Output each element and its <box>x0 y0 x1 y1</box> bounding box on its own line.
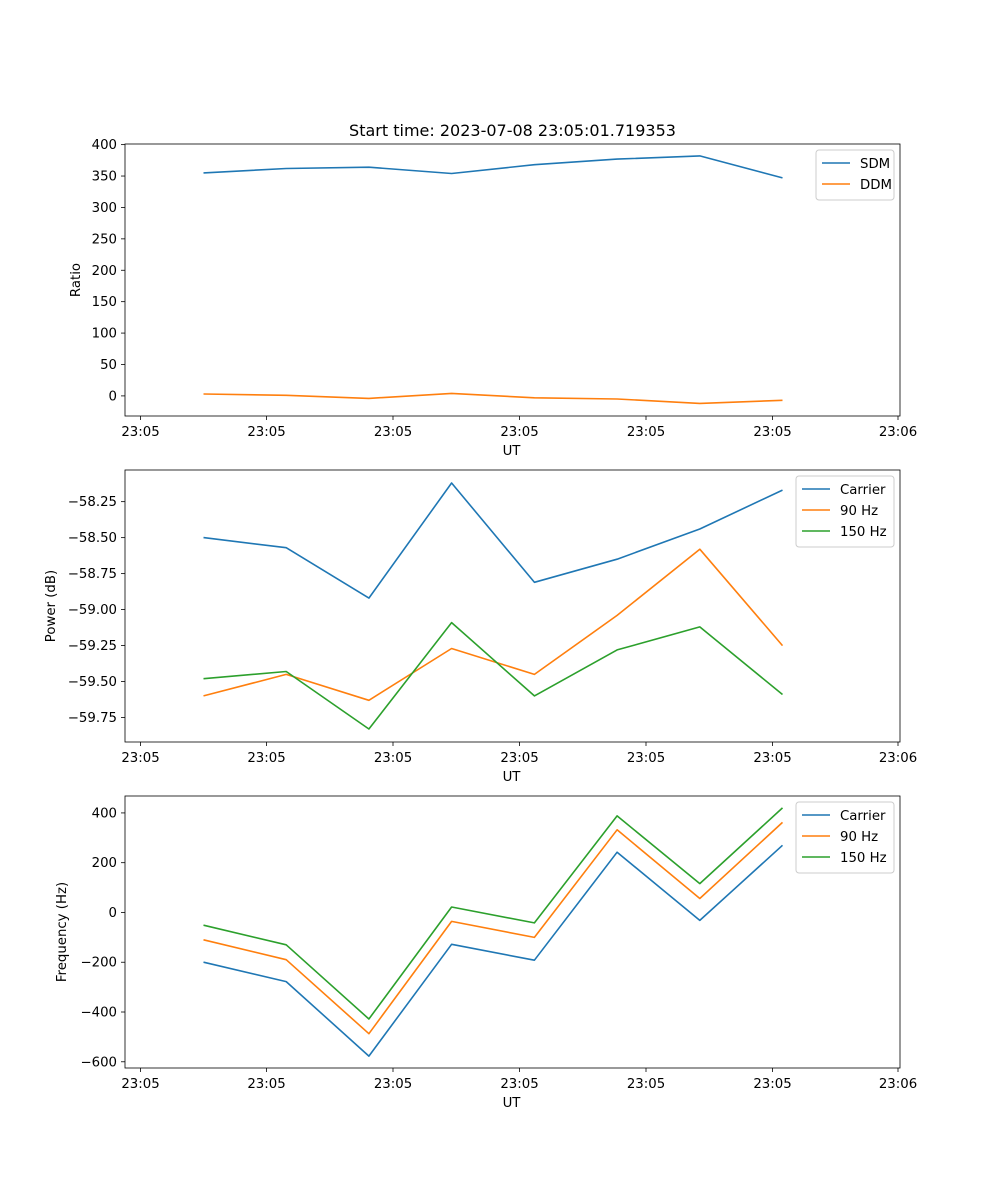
x-tick-label: 23:05 <box>374 425 412 440</box>
x-tick-label: 23:05 <box>121 751 159 766</box>
y-tick-label: 300 <box>92 201 117 216</box>
x-tick-label: 23:05 <box>753 425 791 440</box>
x-tick-label: 23:05 <box>121 425 159 440</box>
y-tick-label: −59.50 <box>68 675 117 690</box>
legend-label: Carrier <box>840 483 886 498</box>
axes-frame <box>124 469 901 743</box>
y-tick-label: 0 <box>109 389 117 404</box>
series-line-90-hz <box>203 548 784 702</box>
y-axis-label: Ratio <box>69 263 84 297</box>
legend-label: 150 Hz <box>840 525 887 540</box>
legend-label: Carrier <box>840 809 886 824</box>
x-tick-label: 23:05 <box>627 1077 665 1092</box>
y-tick-label: 100 <box>92 327 117 342</box>
legend-label: 90 Hz <box>840 504 878 519</box>
y-tick-label: 150 <box>92 295 117 310</box>
legend-label: 90 Hz <box>840 830 878 845</box>
legend-label: 150 Hz <box>840 851 887 866</box>
y-axis-label: Frequency (Hz) <box>55 882 70 982</box>
axes-frame <box>124 795 901 1069</box>
legend-frame <box>795 475 895 548</box>
series-line-sdm <box>203 155 783 179</box>
series-line-150-hz <box>203 621 784 730</box>
y-tick-label: −400 <box>80 1006 117 1021</box>
series-line-carrier <box>203 844 784 1057</box>
x-tick-label: 23:06 <box>879 751 917 766</box>
x-tick-label: 23:05 <box>374 751 412 766</box>
y-tick-label: −59.25 <box>68 639 117 654</box>
y-tick-label: −59.00 <box>68 603 117 618</box>
y-tick-label: −58.25 <box>68 495 117 510</box>
y-tick-label: −59.75 <box>68 711 117 726</box>
legend-label: SDM <box>860 157 890 172</box>
y-tick-label: 200 <box>92 264 117 279</box>
y-tick-label: 350 <box>92 170 117 185</box>
x-tick-label: 23:05 <box>627 425 665 440</box>
subplot-2: 23:05 23:05 23:05 23:05 23:05 23:05 23:06 UT −59… <box>44 469 917 785</box>
x-tick-label: 23:05 <box>374 1077 412 1092</box>
x-tick-label: 23:05 <box>500 1077 538 1092</box>
series-line-90-hz <box>203 821 784 1035</box>
x-axis-label: UT <box>503 444 522 459</box>
x-tick-label: 23:06 <box>879 1077 917 1092</box>
y-tick-label: 50 <box>100 358 117 373</box>
legend: Carrier 90 Hz 150 Hz <box>795 801 895 874</box>
y-tick-label: 0 <box>109 906 117 921</box>
x-tick-label: 23:05 <box>627 751 665 766</box>
y-tick-label: −200 <box>80 956 117 971</box>
legend-frame <box>795 801 895 874</box>
y-tick-label: 250 <box>92 232 117 247</box>
x-tick-label: 23:05 <box>753 751 791 766</box>
subplot-3: 23:05 23:05 23:05 23:05 23:05 23:05 23:06 UT −60… <box>55 795 917 1111</box>
x-tick-label: 23:05 <box>500 425 538 440</box>
y-tick-label: −58.50 <box>68 531 117 546</box>
chart-title: Start time: 2023-07-08 23:05:01.719353 <box>349 121 676 140</box>
y-tick-label: 400 <box>92 806 117 821</box>
series-line-ddm <box>203 392 783 405</box>
x-axis-label: UT <box>503 1096 522 1111</box>
x-tick-label: 23:05 <box>247 751 285 766</box>
x-tick-label: 23:05 <box>121 1077 159 1092</box>
y-tick-label: −58.75 <box>68 567 117 582</box>
y-axis-label: Power (dB) <box>44 570 59 642</box>
x-tick-label: 23:06 <box>879 425 917 440</box>
y-tick-label: 200 <box>92 856 117 871</box>
x-tick-label: 23:05 <box>247 425 285 440</box>
y-tick-label: −600 <box>80 1055 117 1070</box>
x-tick-label: 23:05 <box>753 1077 791 1092</box>
x-axis-label: UT <box>503 770 522 785</box>
axes-frame <box>124 143 901 417</box>
x-tick-label: 23:05 <box>500 751 538 766</box>
legend: Carrier 90 Hz 150 Hz <box>795 475 895 548</box>
series-line-carrier <box>203 482 783 599</box>
x-tick-label: 23:05 <box>247 1077 285 1092</box>
legend: SDM DDM <box>815 149 895 201</box>
y-tick-label: 400 <box>92 138 117 153</box>
subplot-1: Start time: 2023-07-08 23:05:01.719353 23… <box>69 121 917 459</box>
series-line-150-hz <box>203 807 784 1020</box>
legend-label: DDM <box>860 178 892 193</box>
